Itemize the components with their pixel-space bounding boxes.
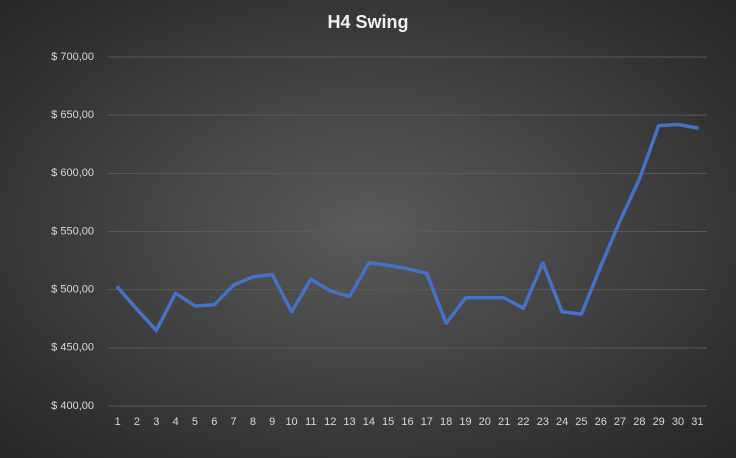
x-tick-label: 31 <box>691 416 703 428</box>
x-tick-label: 5 <box>192 416 198 428</box>
chart-title: H4 Swing <box>327 12 408 32</box>
x-tick-label: 20 <box>479 416 491 428</box>
x-tick-label: 14 <box>363 416 375 428</box>
x-tick-label: 12 <box>324 416 336 428</box>
y-tick-label: $ 500,00 <box>51 284 94 296</box>
y-tick-label: $ 600,00 <box>51 167 94 179</box>
x-tick-label: 25 <box>575 416 587 428</box>
x-tick-label: 30 <box>672 416 684 428</box>
y-tick-label: $ 400,00 <box>51 400 94 412</box>
x-tick-label: 2 <box>134 416 140 428</box>
y-tick-label: $ 450,00 <box>51 342 94 354</box>
x-tick-label: 15 <box>382 416 394 428</box>
x-tick-label: 11 <box>305 416 316 428</box>
x-tick-label: 18 <box>440 416 452 428</box>
x-tick-label: 8 <box>250 416 256 428</box>
x-tick-label: 17 <box>421 416 433 428</box>
x-tick-label: 4 <box>173 416 179 428</box>
x-tick-label: 6 <box>211 416 217 428</box>
x-tick-label: 28 <box>633 416 645 428</box>
line <box>115 122 700 333</box>
x-tick-label: 3 <box>153 416 159 428</box>
x-tick-label: 22 <box>517 416 529 428</box>
x-tick-label: 7 <box>231 416 237 428</box>
x-tick-label: 9 <box>269 416 275 428</box>
y-tick-label: $ 650,00 <box>51 109 94 121</box>
x-tick-label: 10 <box>285 416 297 428</box>
x-tick-label: 23 <box>537 416 549 428</box>
x-tick-label: 29 <box>653 416 665 428</box>
x-tick-label: 27 <box>614 416 626 428</box>
x-tick-label: 16 <box>401 416 413 428</box>
x-tick-label: 26 <box>595 416 607 428</box>
x-tick-label: 24 <box>556 416 568 428</box>
y-tick-label: $ 550,00 <box>51 225 94 237</box>
x-tick-label: 1 <box>115 416 121 428</box>
x-tick-label: 13 <box>343 416 355 428</box>
y-tick-label: $ 700,00 <box>51 51 94 63</box>
x-tick-label: 19 <box>459 416 471 428</box>
x-tick-label: 21 <box>498 416 510 428</box>
